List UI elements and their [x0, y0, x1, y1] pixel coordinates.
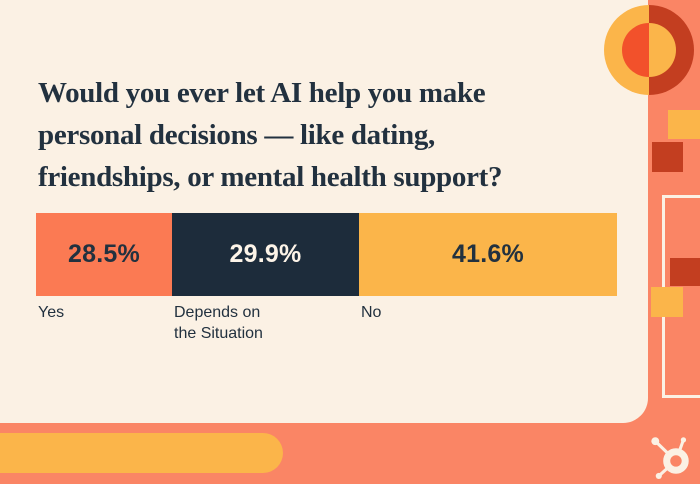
- segment-value-label: 29.9%: [229, 240, 302, 268]
- decor-circle-right-half: [649, 5, 694, 95]
- segment-value-label: 28.5%: [68, 240, 140, 268]
- segment-category-label: Yes: [38, 304, 65, 321]
- segment-category-label: No: [361, 304, 382, 321]
- decor-pill-yellow: [0, 433, 283, 473]
- bar-segment: 41.6%: [359, 213, 617, 296]
- decor-square-red: [670, 258, 700, 286]
- bar-segment-yes: 28.5% Yes: [36, 213, 172, 344]
- bar-segment: 28.5%: [36, 213, 172, 296]
- decor-split-circle: [604, 5, 694, 95]
- bar-segment-no: 41.6% No: [359, 213, 617, 344]
- question-title: Would you ever let AI help you make pers…: [38, 72, 518, 198]
- decor-rect-yellow-top: [668, 110, 700, 139]
- content-card: Would you ever let AI help you make pers…: [0, 0, 648, 423]
- segment-category-label: Depends on the Situation: [174, 304, 263, 342]
- question-title-line: friendships, or mental health support?: [38, 161, 503, 193]
- question-title-line: Would you ever let AI help you make: [38, 77, 486, 109]
- segment-value-label: 41.6%: [452, 240, 524, 268]
- hubspot-sprocket-logo-icon: [650, 434, 694, 480]
- decor-rect-red-top: [652, 142, 683, 172]
- stacked-bar-chart: 28.5% Yes 29.9% Depends on the Situation…: [36, 213, 617, 344]
- question-title-line: personal decisions — like dating,: [38, 119, 435, 151]
- bar-segment-depends: 29.9% Depends on the Situation: [172, 213, 359, 344]
- bar-segment: 29.9%: [172, 213, 359, 296]
- decor-circle-left-half: [604, 5, 649, 95]
- decor-square-yellow: [651, 287, 683, 317]
